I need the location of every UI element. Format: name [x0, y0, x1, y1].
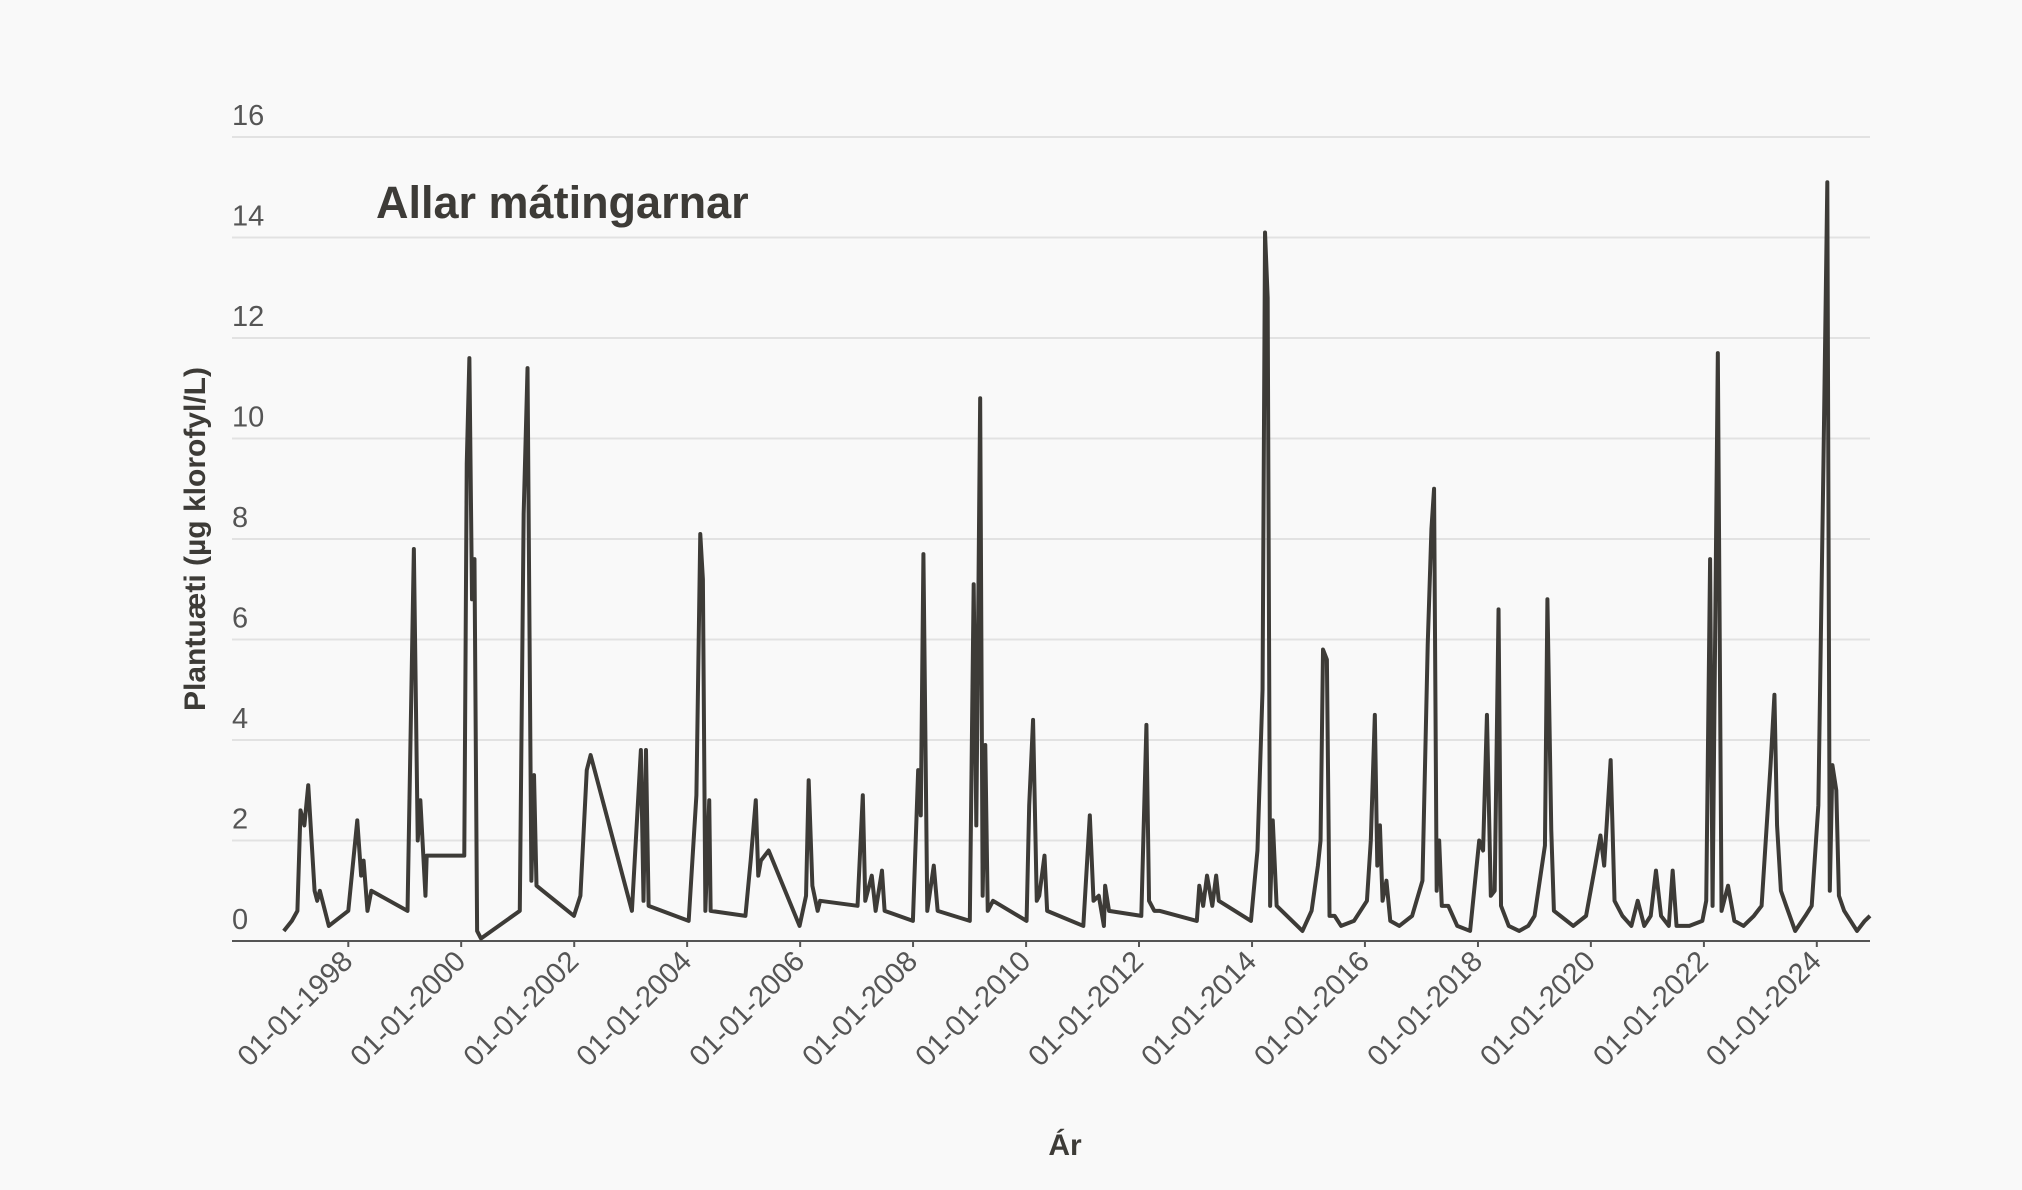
y-tick-label: 8 [232, 502, 248, 534]
chart-title: Allar mátingarnar [376, 177, 749, 228]
y-tick-label: 12 [232, 301, 264, 333]
y-tick-label: 10 [232, 402, 264, 434]
x-axis-title: Ár [1048, 1128, 1082, 1162]
y-tick-label: 16 [232, 100, 264, 132]
y-tick-label: 0 [232, 904, 248, 936]
data-line [282, 180, 1872, 941]
y-tick-label: 4 [232, 703, 248, 735]
y-tick-label: 6 [232, 603, 248, 635]
y-tick-label: 14 [232, 201, 264, 233]
y-tick-label: 2 [232, 804, 248, 836]
y-axis-title: Plantuæti (µg klorofyl/L) [179, 367, 212, 711]
